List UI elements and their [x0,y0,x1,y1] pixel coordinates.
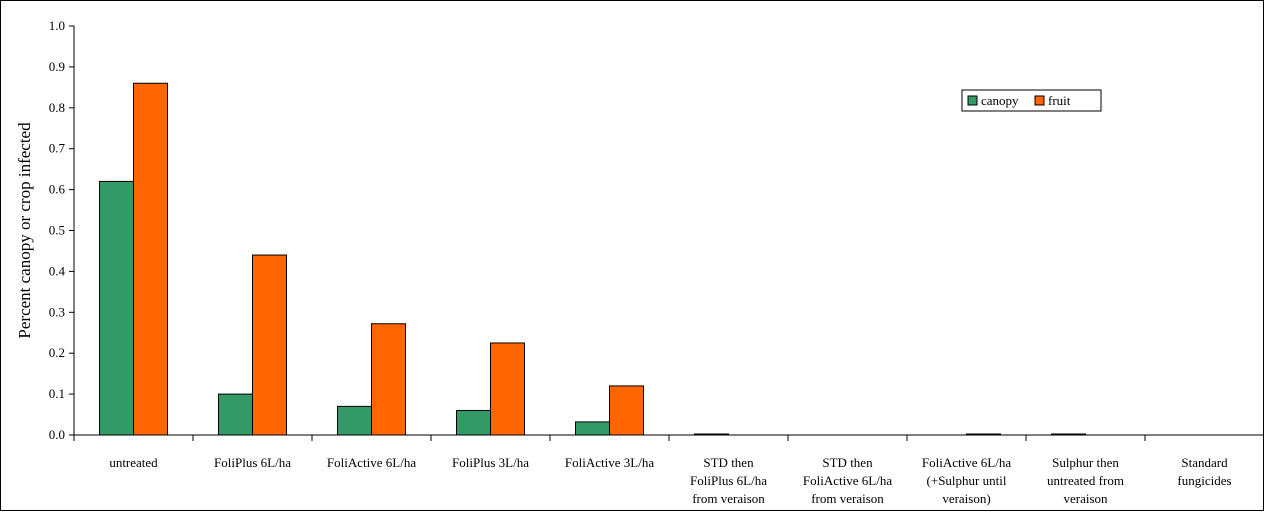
x-category-label: from veraison [692,491,765,506]
x-category-label: FoliPlus 3L/ha [452,455,529,470]
y-tick-label: 0.9 [49,59,65,74]
y-tick-label: 0.1 [49,386,65,401]
bar-fruit [252,254,287,436]
bar-canopy [218,393,253,436]
y-tick-label: 0.5 [49,223,65,238]
y-tick-label: 1.0 [49,18,65,33]
y-tick-label: 0.2 [49,345,65,360]
bar-fruit [966,433,1001,436]
x-category-label: FoliPlus 6L/ha [690,473,767,488]
x-axis-labels: untreated FoliPlus 6L/ha FoliActive 6L/ha F… [109,455,1231,506]
bars [99,82,1086,436]
legend-swatch-canopy [967,95,978,106]
bar-canopy [575,421,610,436]
y-tick-label: 0.8 [49,100,65,115]
x-category-label: untreated [109,455,158,470]
x-category-label: STD then [822,455,873,470]
bar-fruit [371,323,406,436]
axes: 0.0 0.1 0.2 0.3 0.4 0.5 0.6 0.7 0.8 0.9 1.0 [49,18,1264,442]
bar-fruit [609,385,644,436]
x-category-label: Standard [1181,455,1228,470]
x-category-label: Sulphur then [1052,455,1119,470]
bar-fruit [133,82,168,436]
x-category-label: untreated from [1047,473,1124,488]
bar-canopy [99,180,134,436]
x-category-label: FoliActive 6L/ha [803,473,892,488]
bar-fruit [490,342,525,436]
x-category-label: FoliPlus 6L/ha [214,455,291,470]
x-category-label: from veraison [811,491,884,506]
x-category-label: FoliActive 3L/ha [565,455,654,470]
x-category-label: STD then [703,455,754,470]
y-tick-label: 0.4 [49,263,66,278]
x-category-label: (+Sulphur until [927,473,1007,488]
x-category-label: fungicides [1177,473,1231,488]
y-tick-label: 0.0 [49,427,65,442]
y-tick-label: 0.3 [49,304,65,319]
bar-canopy [337,405,372,436]
legend-box [961,89,1102,112]
y-tick-label: 0.6 [49,182,66,197]
legend-label-fruit: fruit [1048,93,1071,108]
x-category-label: FoliActive 6L/ha [327,455,416,470]
y-tick-label: 0.7 [49,141,66,156]
x-category-label: veraison) [942,491,990,506]
x-category-label: veraison [1063,491,1108,506]
x-category-label: FoliActive 6L/ha [922,455,1011,470]
legend-swatch-fruit [1034,95,1045,106]
y-axis-title: Percent canopy or crop infected [15,122,34,339]
bar-canopy [456,409,491,436]
legend-label-canopy: canopy [981,93,1019,108]
bar-canopy [694,433,729,436]
legend: canopy fruit [961,89,1102,112]
bar-canopy [1051,433,1086,436]
